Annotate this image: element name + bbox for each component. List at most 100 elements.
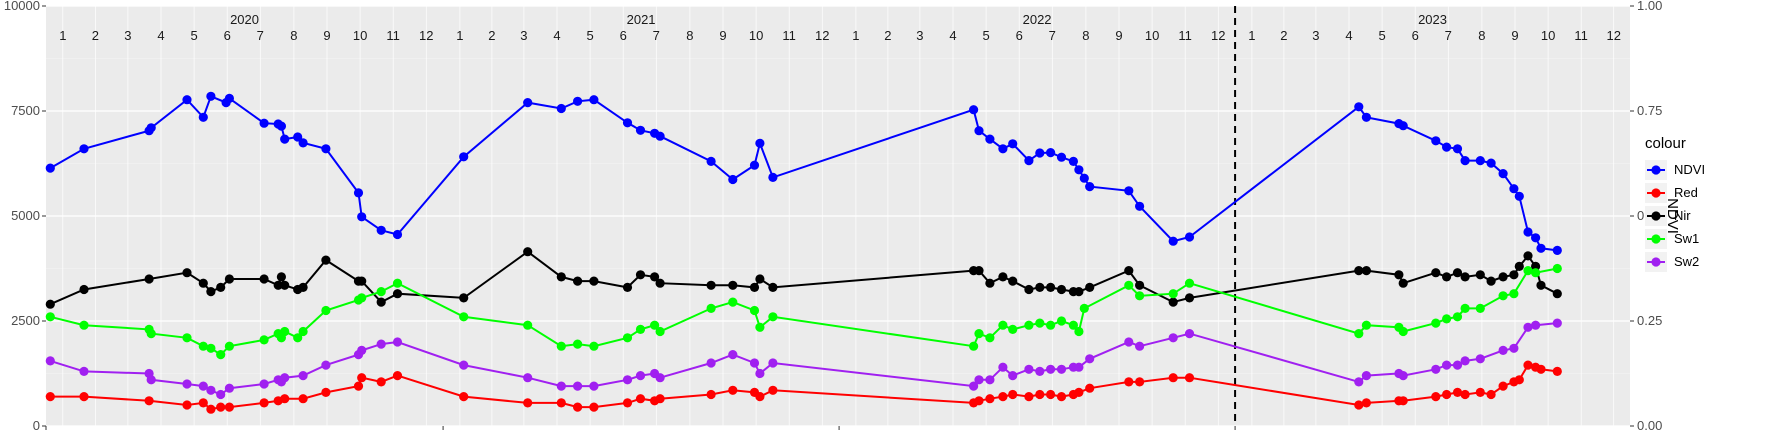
data-point [985, 278, 995, 288]
data-point [259, 335, 269, 345]
data-point [1475, 303, 1485, 313]
data-point [1475, 156, 1485, 166]
data-point [273, 280, 283, 290]
data-point [198, 341, 208, 351]
data-point [182, 95, 192, 105]
data-point [1124, 280, 1134, 290]
data-point [1398, 121, 1408, 131]
data-point [1361, 320, 1371, 330]
legend-key-point [1651, 211, 1661, 221]
data-point [45, 356, 55, 366]
left-axis-tick-label: 7500 [11, 103, 40, 118]
data-point [1552, 245, 1562, 255]
series-layer [45, 6, 1562, 426]
data-point [1184, 278, 1195, 288]
data-point [1552, 366, 1562, 376]
right-axis-tick-label: 0.00 [1637, 418, 1662, 433]
data-point [755, 274, 765, 284]
month-label: 11 [782, 28, 796, 43]
data-point [1442, 389, 1452, 400]
data-point [1431, 136, 1441, 146]
data-point [1074, 326, 1084, 337]
data-point [755, 392, 765, 402]
data-point [974, 126, 984, 136]
data-point [556, 341, 566, 351]
data-point [1008, 139, 1018, 149]
data-point [728, 350, 738, 360]
data-point [573, 96, 583, 106]
data-point [459, 360, 469, 370]
month-label: 12 [1211, 28, 1225, 43]
data-point [728, 385, 738, 395]
data-point [216, 282, 226, 292]
data-point [216, 350, 226, 360]
data-point [1460, 272, 1470, 282]
data-point [353, 381, 364, 391]
data-point [1074, 362, 1084, 372]
data-point [635, 394, 646, 404]
data-point [728, 174, 738, 185]
data-point [768, 358, 778, 368]
data-point [353, 188, 364, 198]
right-axis-tick-label: 1.00 [1637, 0, 1662, 13]
data-point [1523, 227, 1533, 237]
data-point [276, 272, 286, 282]
data-point [376, 297, 386, 307]
data-point [573, 339, 583, 349]
data-point [321, 255, 331, 265]
data-point [1509, 343, 1519, 353]
data-point [998, 272, 1008, 282]
data-point [182, 333, 192, 343]
data-point [1452, 312, 1463, 322]
data-point [1361, 371, 1371, 381]
data-point [1079, 173, 1089, 183]
data-point [1184, 329, 1195, 339]
data-point [45, 392, 55, 402]
data-point [1168, 289, 1178, 299]
data-point [224, 383, 234, 393]
data-point [1024, 320, 1034, 330]
data-point [206, 385, 216, 395]
data-point [655, 373, 665, 383]
data-point [280, 373, 290, 383]
data-point [1460, 156, 1470, 166]
data-point [706, 358, 716, 368]
data-point [1074, 387, 1084, 397]
data-point [622, 333, 633, 343]
data-point [1035, 148, 1045, 158]
data-point [298, 394, 308, 404]
data-point [376, 225, 386, 235]
data-point [556, 398, 566, 408]
data-point [1008, 371, 1018, 381]
data-point [706, 389, 716, 400]
data-point [728, 280, 738, 290]
month-label: 7 [1445, 28, 1452, 43]
data-point [1168, 236, 1178, 246]
data-point [1394, 270, 1404, 280]
legend-label: Sw2 [1674, 254, 1699, 269]
data-point [1354, 266, 1364, 276]
data-point [298, 371, 308, 381]
data-point [1024, 364, 1034, 374]
data-point [655, 326, 665, 337]
data-point [280, 326, 290, 337]
data-point [1074, 165, 1084, 175]
data-point [224, 274, 234, 284]
data-point [144, 274, 154, 284]
data-point [974, 266, 984, 276]
data-point [182, 379, 192, 389]
data-point [1035, 318, 1045, 328]
month-label: 4 [1345, 28, 1352, 43]
data-point [706, 280, 716, 290]
data-point [755, 138, 765, 148]
data-point [1442, 360, 1452, 370]
month-label: 10 [1145, 28, 1159, 43]
right-axis-tick-label: 0.75 [1637, 103, 1662, 118]
data-point [1531, 261, 1541, 271]
data-point [1475, 270, 1485, 280]
data-point [1398, 326, 1408, 337]
right-axis-tick-label: 0.25 [1637, 313, 1662, 328]
data-point [1523, 251, 1533, 261]
